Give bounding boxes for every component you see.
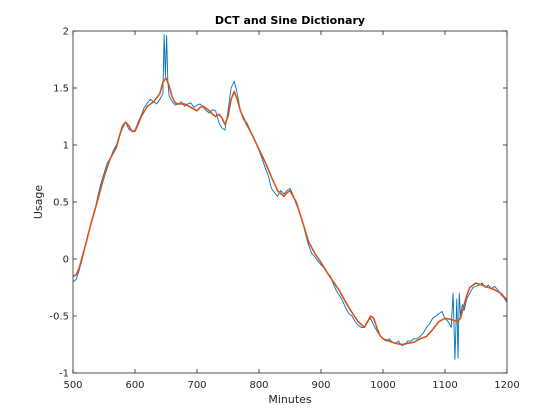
y-tick-label: 1 — [63, 141, 69, 152]
x-tick-label: 1200 — [494, 380, 519, 391]
x-tick-label: 500 — [63, 380, 82, 391]
chart-title: DCT and Sine Dictionary — [215, 14, 365, 27]
x-tick-label: 700 — [187, 380, 206, 391]
plot-area — [73, 31, 507, 373]
x-tick-label: 600 — [125, 380, 144, 391]
x-tick-label: 1000 — [370, 380, 395, 391]
x-tick-label: 1100 — [432, 380, 457, 391]
y-tick-label: 0 — [63, 255, 69, 266]
series-layer — [72, 33, 508, 360]
y-axis-ticks: -1 -0.5 0 0.5 1 1.5 2 — [49, 27, 507, 380]
x-tick-label: 900 — [311, 380, 330, 391]
y-tick-label: 0.5 — [53, 198, 69, 209]
y-tick-label: 2 — [63, 27, 69, 38]
x-axis-ticks: 500 600 700 800 900 1000 1100 1200 — [63, 31, 520, 391]
x-axis-label: Minutes — [268, 393, 312, 406]
series-line-2 — [72, 76, 508, 346]
series-line-1 — [72, 33, 508, 360]
y-tick-label: -1 — [59, 369, 69, 380]
x-tick-label: 800 — [249, 380, 268, 391]
y-tick-label: 1.5 — [53, 84, 69, 95]
y-tick-label: -0.5 — [49, 312, 69, 323]
y-axis-label: Usage — [32, 185, 45, 220]
